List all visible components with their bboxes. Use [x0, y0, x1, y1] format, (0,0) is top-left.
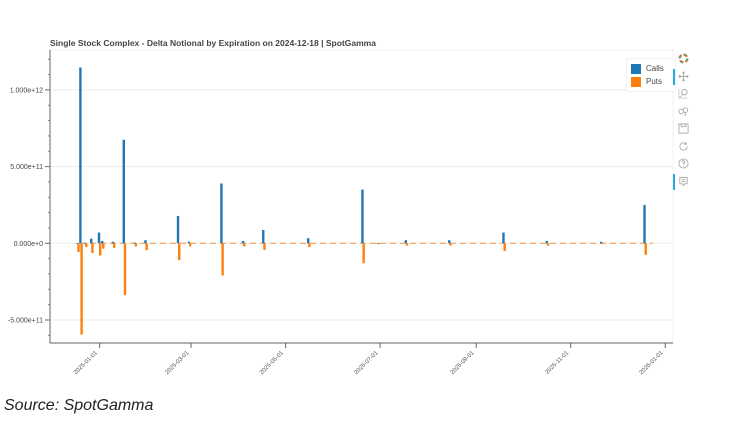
y-tick-label: 0.000e+0: [14, 241, 43, 248]
puts-bar: [449, 243, 452, 246]
calls-bar: [111, 241, 115, 244]
calls-bar: [100, 240, 104, 244]
legend-item-calls[interactable]: Calls: [631, 62, 671, 75]
puts-bar: [503, 243, 506, 251]
puts-bar: [123, 243, 127, 296]
y-tick-label: 5.000e+11: [10, 164, 43, 171]
puts-bar: [546, 243, 550, 246]
puts-bar: [85, 243, 88, 247]
legend-label-puts: Puts: [646, 77, 663, 86]
calls-bar: [361, 189, 364, 244]
y-tick-label: -5.000e+11: [8, 317, 43, 324]
puts-bar: [308, 243, 311, 248]
calls-bar: [90, 238, 93, 244]
calls-bar: [187, 241, 191, 244]
calls-bar: [241, 240, 245, 244]
puts-bar: [91, 243, 94, 253]
puts-bar: [405, 243, 409, 246]
calls-bar: [448, 240, 451, 244]
calls-bar: [144, 240, 147, 244]
x-tick-label: 2026-01-01: [639, 350, 665, 376]
calls-bar: [599, 241, 603, 244]
puts-bar: [102, 243, 105, 249]
x-tick-label: 2025-05-01: [259, 350, 285, 376]
legend: Calls Puts: [626, 58, 676, 92]
calls-bar: [502, 232, 505, 244]
help-icon[interactable]: [675, 155, 691, 173]
source-caption: Source: SpotGamma: [4, 397, 154, 414]
puts-bar: [644, 243, 647, 255]
toolbar: [673, 50, 691, 191]
y-tick-label: 1.000e+12: [10, 87, 43, 94]
puts-bar: [601, 243, 604, 245]
puts-bar: [178, 243, 181, 261]
calls-bar: [643, 204, 646, 244]
calls-bar: [133, 242, 136, 244]
hover-icon[interactable]: [673, 173, 691, 191]
chart-title: Single Stock Complex - Delta Notional by…: [50, 38, 376, 48]
calls-bar: [176, 215, 180, 244]
x-tick-label: 2025-01-01: [73, 350, 99, 376]
calls-bar: [307, 238, 310, 244]
calls-bar: [262, 229, 265, 244]
puts-bar: [112, 243, 116, 248]
puts-bar: [377, 243, 381, 245]
calls-bar: [122, 139, 125, 244]
puts-bar: [221, 243, 224, 276]
calls-bar: [83, 242, 87, 244]
legend-item-puts[interactable]: Puts: [631, 75, 671, 88]
save-icon[interactable]: [675, 120, 691, 138]
pan-tool-icon[interactable]: [673, 68, 691, 86]
puts-bar: [362, 243, 365, 264]
puts-bar: [134, 243, 138, 247]
calls-swatch: [631, 63, 641, 74]
puts-bar: [243, 243, 246, 247]
calls-bar: [545, 240, 549, 244]
reset-icon[interactable]: [675, 138, 691, 156]
puts-swatch: [631, 76, 641, 87]
calls-bar: [220, 183, 223, 244]
puts-bar: [145, 243, 148, 251]
calls-bar: [79, 67, 82, 244]
bokeh-logo-icon[interactable]: [675, 50, 691, 68]
wheel-zoom-icon[interactable]: [675, 103, 691, 121]
puts-bar: [80, 243, 83, 335]
x-tick-label: 2025-07-01: [354, 350, 380, 376]
puts-bar: [263, 243, 266, 250]
x-tick-label: 2025-03-01: [164, 350, 190, 376]
calls-bar: [97, 232, 101, 244]
puts-bar: [98, 243, 102, 256]
calls-bar: [404, 240, 408, 244]
legend-label-calls: Calls: [646, 64, 664, 73]
box-zoom-icon[interactable]: [675, 85, 691, 103]
x-tick-label: 2025-09-01: [450, 350, 476, 376]
calls-bar: [76, 242, 79, 244]
puts-bar: [188, 243, 192, 247]
x-tick-label: 2025-11-01: [544, 350, 570, 376]
puts-bar: [77, 243, 80, 253]
